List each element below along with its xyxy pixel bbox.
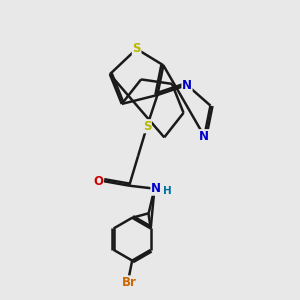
Text: H: H	[163, 186, 171, 196]
Text: O: O	[93, 175, 103, 188]
Text: S: S	[143, 120, 151, 133]
Text: N: N	[199, 130, 209, 143]
Text: Br: Br	[122, 276, 136, 290]
Text: N: N	[151, 182, 161, 195]
Text: S: S	[132, 42, 141, 56]
Text: N: N	[182, 79, 192, 92]
